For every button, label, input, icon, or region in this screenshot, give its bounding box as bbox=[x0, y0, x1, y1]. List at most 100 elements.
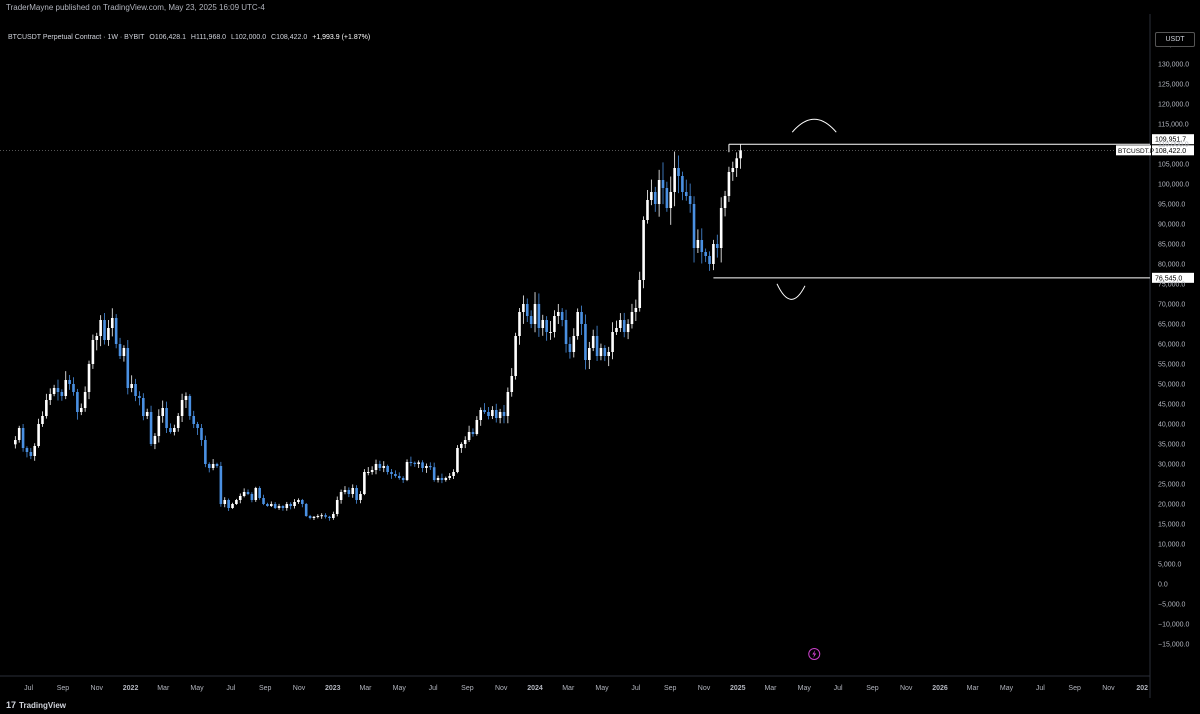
y-tick-label: 80,000.0 bbox=[1158, 262, 1185, 269]
candle-body bbox=[246, 492, 250, 494]
candle-body bbox=[553, 316, 556, 332]
candle-body bbox=[572, 336, 576, 352]
candle-body bbox=[386, 466, 389, 472]
candle-body bbox=[281, 506, 285, 508]
candle-body bbox=[626, 324, 630, 332]
candle-body bbox=[204, 440, 207, 464]
candle-body bbox=[165, 408, 168, 428]
candle-body bbox=[343, 490, 347, 492]
candles bbox=[14, 144, 742, 521]
x-tick-label: Sep bbox=[57, 685, 70, 692]
candle-body bbox=[366, 472, 370, 473]
candle-body bbox=[665, 188, 669, 208]
candle-body bbox=[448, 476, 451, 478]
candle-body bbox=[41, 416, 44, 424]
symbol-legend[interactable]: BTCUSDT Perpetual Contract · 1W · BYBIT … bbox=[8, 34, 373, 41]
y-tick-label: 110,000.0 bbox=[1158, 142, 1189, 149]
candle-body bbox=[506, 392, 510, 416]
x-tick-label: 2024 bbox=[527, 685, 543, 692]
x-tick-label: Sep bbox=[866, 685, 879, 692]
x-tick-label: Sep bbox=[461, 685, 474, 692]
y-tick-label: 0.0 bbox=[1158, 582, 1168, 589]
candle-body bbox=[584, 324, 587, 360]
candle-body bbox=[494, 410, 498, 418]
y-tick-label: 35,000.0 bbox=[1158, 442, 1185, 449]
candle-body bbox=[491, 410, 494, 416]
candle-body bbox=[235, 500, 238, 504]
candle-body bbox=[138, 396, 141, 398]
candle-body bbox=[227, 500, 230, 508]
candle-body bbox=[688, 196, 692, 204]
candle-body bbox=[696, 240, 700, 248]
candle-body bbox=[549, 332, 552, 333]
candle-body bbox=[413, 462, 417, 464]
candle-body bbox=[339, 492, 343, 500]
candle-body bbox=[153, 436, 157, 444]
x-tick-label: Jul bbox=[24, 685, 33, 692]
candle-body bbox=[76, 392, 79, 412]
candle-body bbox=[727, 172, 731, 196]
tv-logo-text: TradingView bbox=[19, 701, 66, 710]
candle-body bbox=[463, 440, 467, 444]
candle-body bbox=[522, 304, 525, 312]
candle-body bbox=[556, 312, 560, 316]
candle-body bbox=[715, 244, 719, 248]
candle-body bbox=[615, 328, 618, 332]
currency-selector[interactable]: USDT bbox=[1155, 32, 1195, 47]
candle-body bbox=[301, 500, 304, 504]
x-tick-label: Mar bbox=[359, 685, 372, 692]
candle-body bbox=[169, 428, 172, 432]
candle-body bbox=[130, 384, 133, 388]
candle-body bbox=[475, 420, 479, 434]
y-tick-label: 85,000.0 bbox=[1158, 242, 1185, 249]
candle-body bbox=[184, 396, 188, 400]
level-label-support: 76,545.0 bbox=[1155, 275, 1182, 282]
legend-close: C108,422.0 bbox=[271, 34, 308, 41]
y-tick-label: 120,000.0 bbox=[1158, 102, 1189, 109]
symbol-tag-bg bbox=[1116, 145, 1151, 156]
y-tick-label: 55,000.0 bbox=[1158, 362, 1185, 369]
bottom-arc-annotation bbox=[776, 283, 806, 300]
candle-body bbox=[91, 340, 95, 364]
candle-body bbox=[219, 466, 223, 504]
x-tick-label: 2026 bbox=[932, 685, 948, 692]
x-tick-label: 2023 bbox=[325, 685, 341, 692]
legend-symbol[interactable]: BTCUSDT Perpetual Contract · 1W · BYBIT bbox=[8, 34, 145, 41]
candle-body bbox=[87, 364, 91, 392]
x-tick-label: Nov bbox=[495, 685, 508, 692]
candle-body bbox=[545, 320, 548, 332]
candle-body bbox=[223, 500, 227, 504]
candle-body bbox=[21, 428, 25, 448]
candle-body bbox=[739, 150, 742, 159]
candle-body bbox=[425, 466, 428, 468]
candle-body bbox=[700, 240, 704, 252]
bolt-marker-ring bbox=[808, 648, 821, 660]
y-tick-label: 10,000.0 bbox=[1158, 542, 1185, 549]
candle-body bbox=[681, 176, 684, 192]
y-tick-label: 15,000.0 bbox=[1158, 522, 1185, 529]
candle-body bbox=[568, 344, 572, 352]
x-tick-label: Jul bbox=[429, 685, 438, 692]
y-tick-label: 115,000.0 bbox=[1158, 122, 1189, 129]
x-tick-label: May bbox=[798, 685, 812, 692]
tradingview-logo[interactable]: 17 TradingView bbox=[6, 700, 66, 710]
candle-body bbox=[64, 380, 68, 396]
y-tick-label: 70,000.0 bbox=[1158, 302, 1185, 309]
time-axis: Jul Sep Nov 2022 Mar May Jul Sep Nov 2023 Mar May Ju… bbox=[24, 685, 1148, 692]
candle-body bbox=[277, 506, 281, 508]
candle-body bbox=[603, 348, 607, 356]
candle-body bbox=[173, 428, 176, 432]
candle-body bbox=[200, 428, 203, 440]
candle-body bbox=[142, 398, 145, 416]
candle-body bbox=[525, 304, 529, 316]
y-tick-label: −5,000.0 bbox=[1158, 602, 1186, 609]
candle-body bbox=[95, 336, 99, 340]
y-tick-label: 60,000.0 bbox=[1158, 342, 1185, 349]
candle-body bbox=[79, 408, 83, 412]
candle-body bbox=[611, 332, 614, 352]
x-tick-label: Jul bbox=[834, 685, 843, 692]
candle-body bbox=[429, 466, 432, 468]
candle-body bbox=[405, 462, 409, 480]
